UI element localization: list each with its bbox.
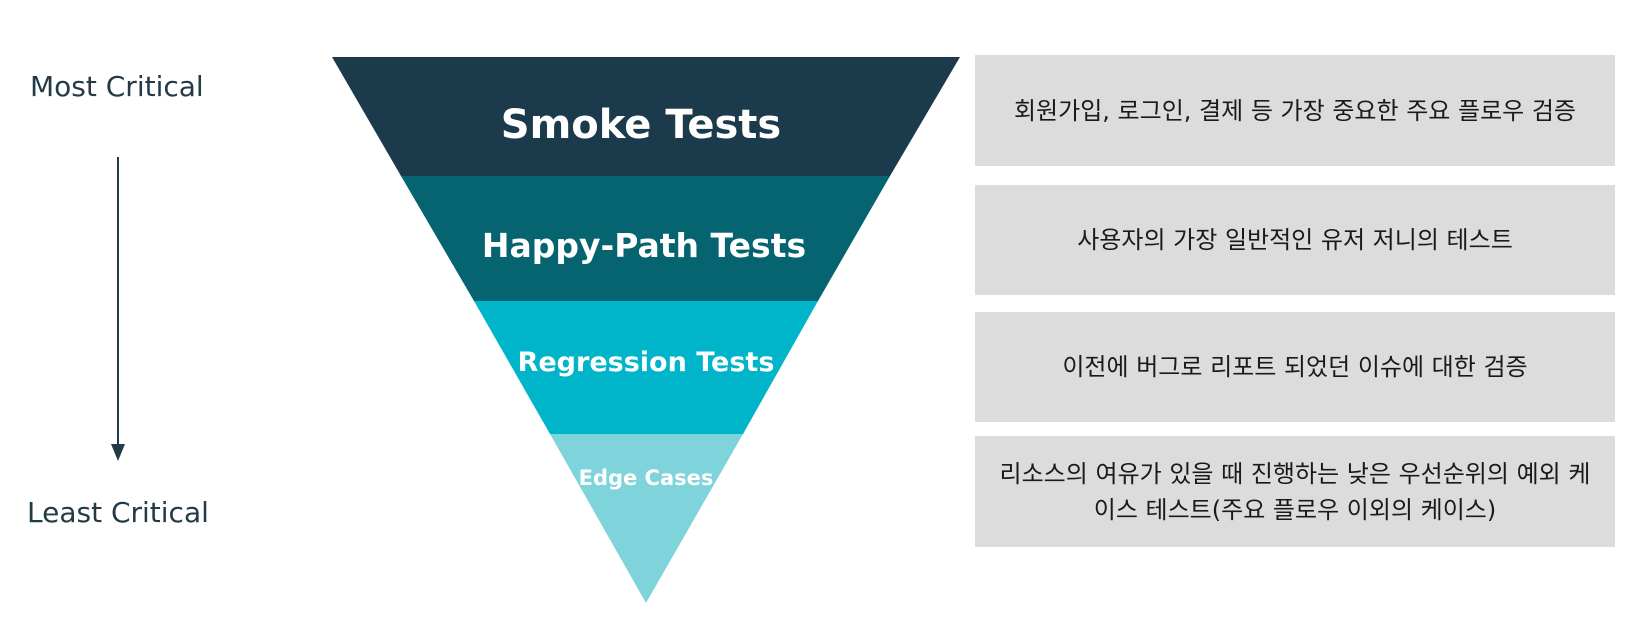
arrow-down-icon xyxy=(111,444,125,461)
tier-label-edge-cases: Edge Cases xyxy=(579,466,714,490)
regression-tests-description: 이전에 버그로 리포트 되었던 이슈에 대한 검증 xyxy=(975,312,1615,422)
tier-smoke-tests xyxy=(332,57,960,176)
tier-label-regression-tests: Regression Tests xyxy=(518,347,775,378)
tier-edge-cases xyxy=(550,434,743,603)
criticality-arrow xyxy=(111,157,125,461)
tier-regression-tests xyxy=(474,301,818,434)
least-critical-label: Least Critical xyxy=(27,496,209,529)
tier-label-happy-path-tests: Happy-Path Tests xyxy=(482,226,806,265)
smoke-tests-description: 회원가입, 로그인, 결제 등 가장 중요한 주요 플로우 검증 xyxy=(975,55,1615,166)
happy-path-tests-description: 사용자의 가장 일반적인 유저 저니의 테스트 xyxy=(975,185,1615,295)
tier-happy-path-tests xyxy=(401,176,890,301)
edge-cases-description: 리소스의 여유가 있을 때 진행하는 낮은 우선순위의 예외 케이스 테스트(주… xyxy=(975,436,1615,547)
most-critical-label: Most Critical xyxy=(30,70,204,103)
tier-label-smoke-tests: Smoke Tests xyxy=(501,102,781,148)
